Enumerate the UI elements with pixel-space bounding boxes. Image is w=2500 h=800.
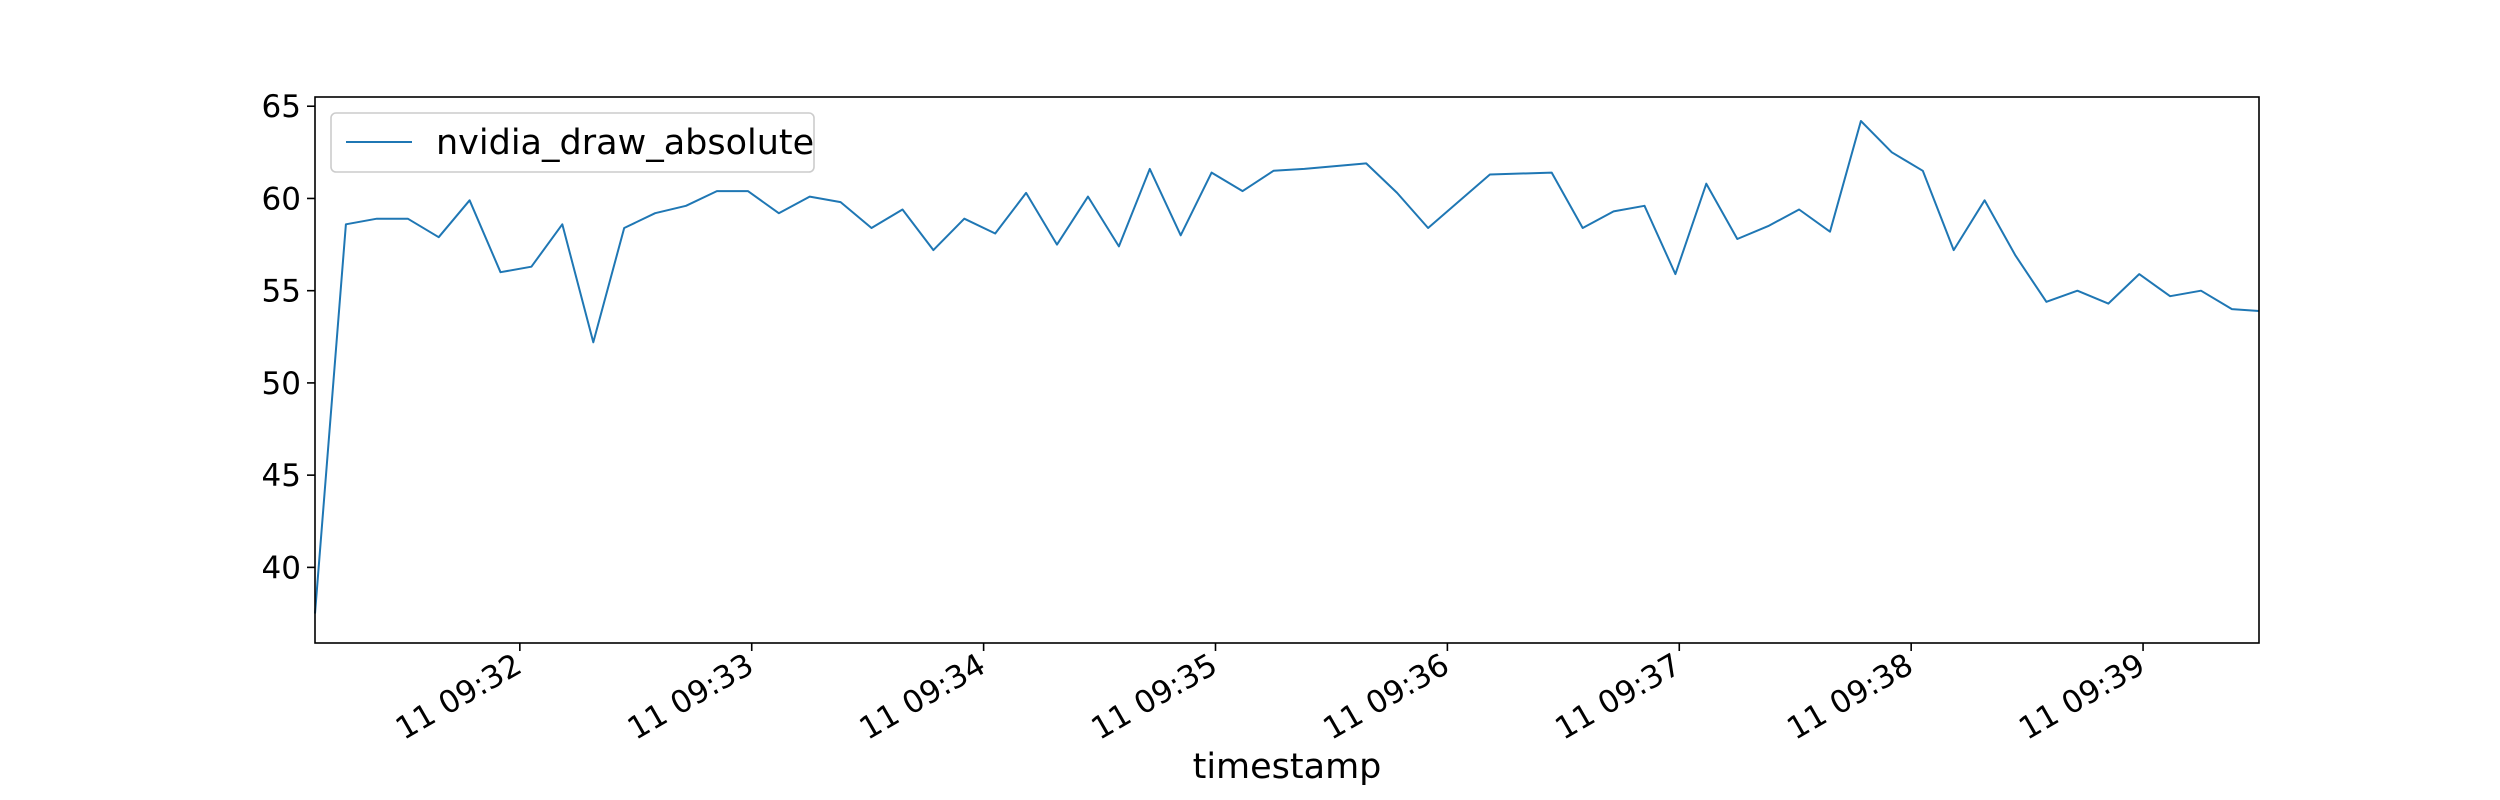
x-tick-label: 11 09:38	[1781, 647, 1919, 747]
y-tick-label: 50	[262, 366, 301, 402]
x-tick-label: 11 09:34	[854, 647, 992, 747]
x-tick-label: 11 09:36	[1317, 647, 1455, 747]
y-tick-label: 45	[262, 458, 301, 494]
x-tick-label: 11 09:39	[2013, 647, 2151, 747]
x-tick-label: 11 09:33	[622, 647, 760, 747]
x-tick-label: 11 09:37	[1549, 647, 1687, 747]
x-tick-label: 11 09:32	[390, 647, 528, 747]
y-tick-label: 60	[262, 181, 301, 217]
legend: nvidia_draw_absolute	[330, 112, 815, 173]
y-tick-label: 55	[262, 274, 301, 310]
y-tick-label: 65	[262, 89, 301, 125]
plot-area	[314, 120, 2260, 614]
legend-box	[330, 112, 815, 173]
legend-label: nvidia_draw_absolute	[436, 123, 814, 163]
series-line-0	[314, 120, 2260, 614]
plot-frame	[314, 96, 2260, 644]
axis-ticks: 40 45 50 55 60 65 11 09:32 11 09:33 11 09:34 11 0…	[262, 89, 2152, 747]
x-tick-label: 11 09:35	[1085, 647, 1223, 747]
x-axis-title: timestamp	[1193, 747, 1382, 787]
y-tick-label: 40	[262, 550, 301, 586]
